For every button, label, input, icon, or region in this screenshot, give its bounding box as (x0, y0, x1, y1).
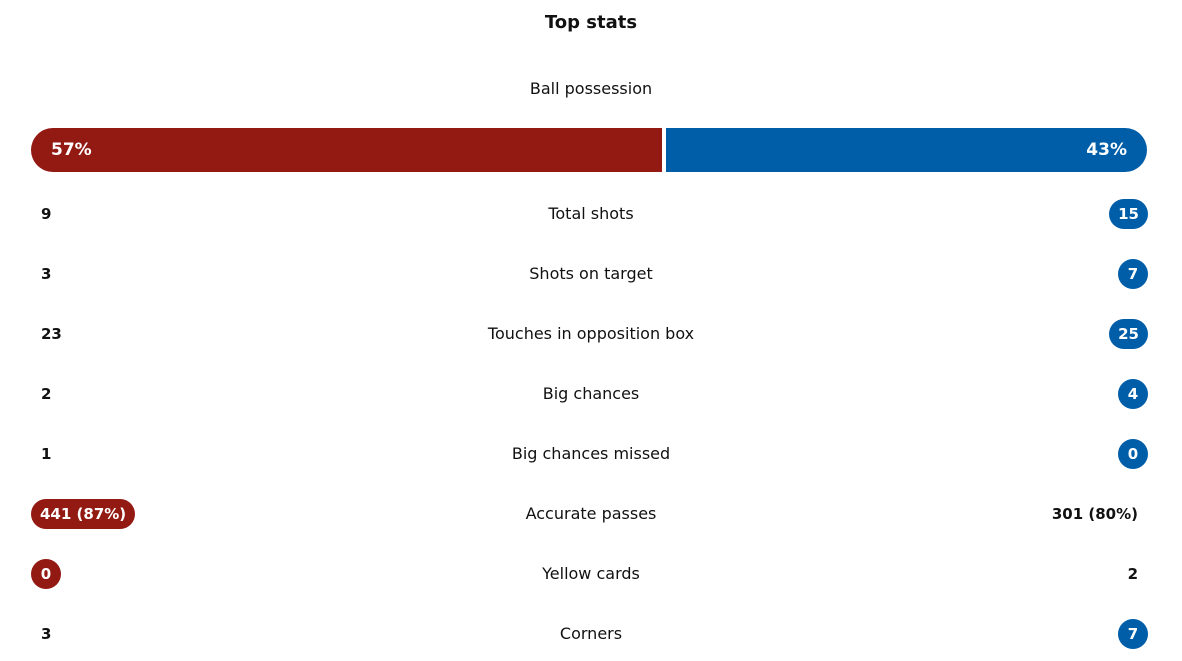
away-value: 4 (1118, 379, 1148, 409)
possession-value: 57% (51, 140, 92, 160)
home-value: 1 (41, 445, 52, 463)
home-value: 23 (41, 325, 62, 343)
away-value: 7 (1118, 259, 1148, 289)
home-value: 0 (31, 559, 61, 589)
possession-segment: 57% (31, 128, 663, 172)
home-value: 2 (41, 385, 52, 403)
possession-value: 43% (1086, 140, 1127, 160)
away-value: 0 (1118, 439, 1148, 469)
title: Top stats (544, 12, 638, 33)
possession-bar: 57% 43% (31, 128, 1147, 172)
away-value: 25 (1109, 319, 1148, 349)
away-value: 15 (1109, 199, 1148, 229)
home-value: 9 (41, 205, 52, 223)
home-value: 3 (41, 625, 52, 643)
stat-label: Big chances missed (511, 444, 671, 463)
home-value: 3 (41, 265, 52, 283)
possession-segment: 43% (666, 128, 1147, 172)
stat-label: Touches in opposition box (487, 324, 695, 343)
away-value: 7 (1118, 619, 1148, 649)
away-value: 301 (80%) (1051, 505, 1138, 523)
stat-label: Yellow cards (542, 564, 640, 583)
stat-label: Ball possession (529, 79, 653, 98)
stat-label: Big chances (542, 384, 640, 403)
stat-label: Corners (559, 624, 623, 643)
stat-label: Accurate passes (525, 504, 657, 523)
stat-label: Shots on target (529, 264, 653, 283)
away-value: 2 (1127, 565, 1138, 583)
home-value: 441 (87%) (31, 499, 136, 529)
stat-label: Total shots (548, 204, 634, 223)
